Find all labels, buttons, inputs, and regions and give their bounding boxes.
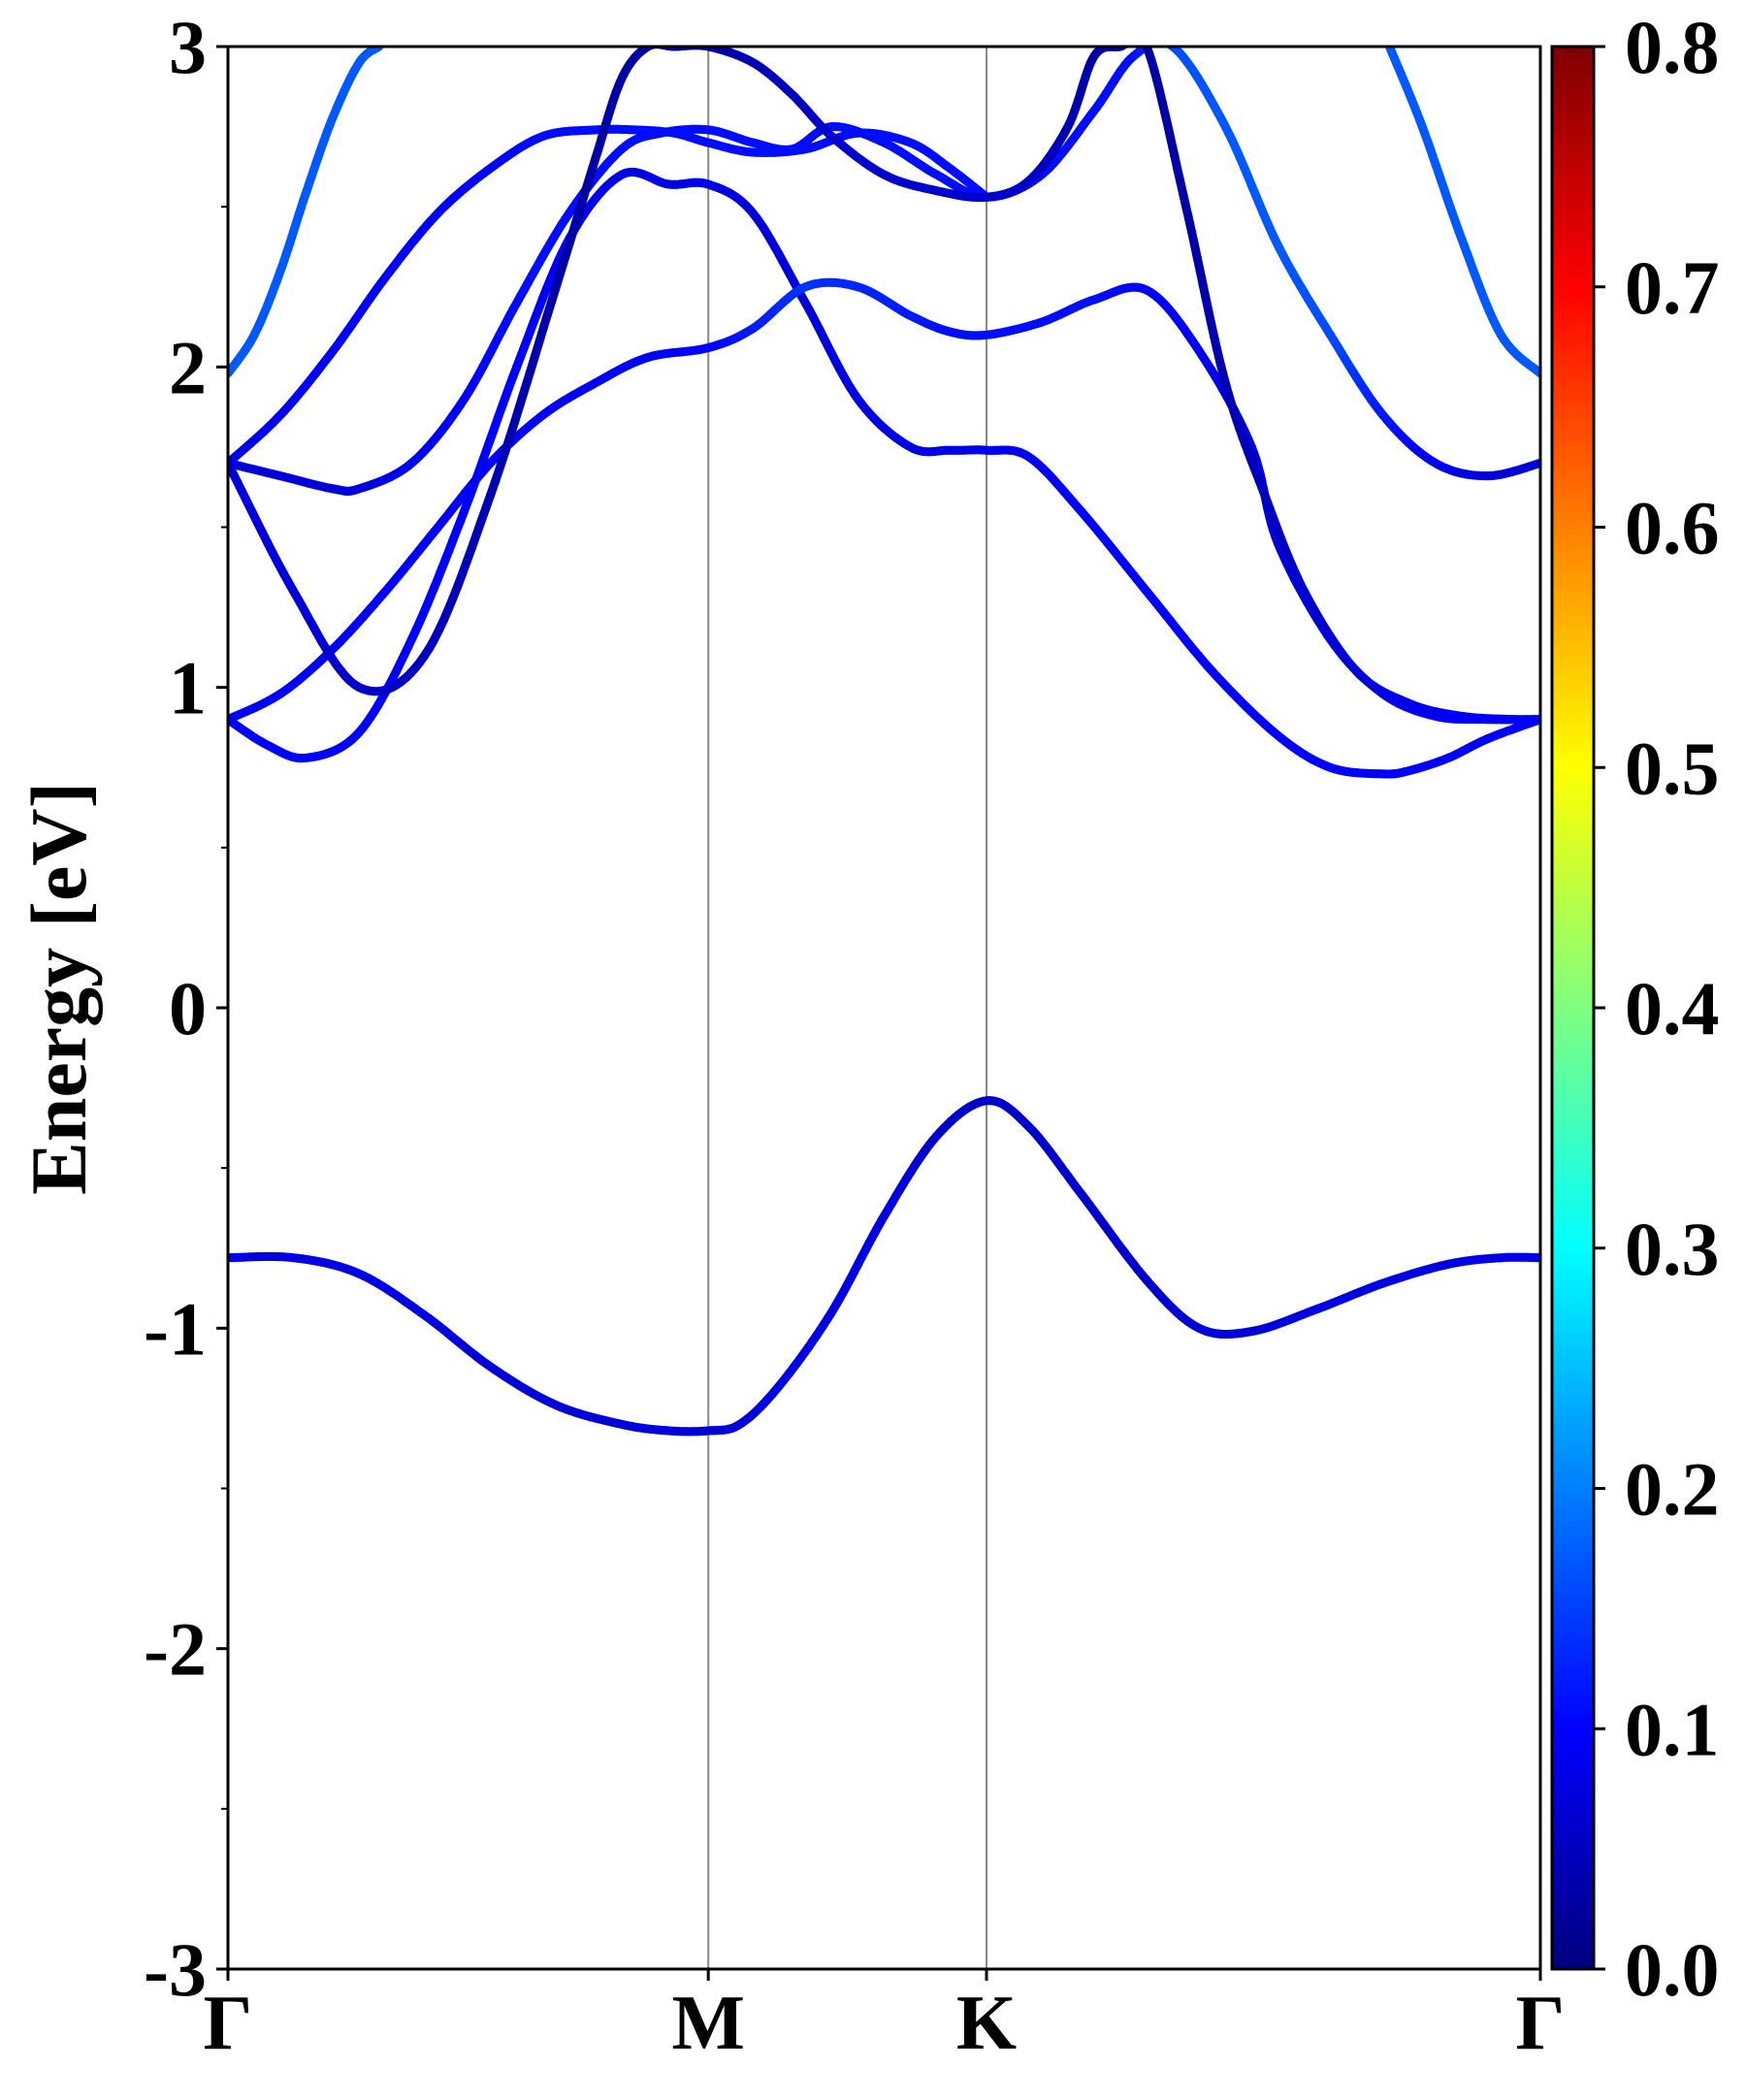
y-tick-label: 2 [169, 325, 207, 409]
band-segment [1161, 42, 1164, 43]
y-tick-label: 0 [169, 966, 207, 1050]
colorbar-gradient [1552, 47, 1594, 1969]
band-segment [1133, 35, 1135, 36]
colorbar-tick-label: 0.1 [1625, 1687, 1720, 1771]
colorbar-tick-label: 0.2 [1625, 1447, 1720, 1532]
band-segment [1152, 42, 1155, 43]
band-series [228, 1101, 1540, 1432]
band-segment [1135, 34, 1137, 35]
colorbar-tick-label: 0.4 [1625, 966, 1720, 1050]
band-segment [1138, 35, 1140, 36]
band-segment [1131, 36, 1133, 38]
plot-frame [228, 47, 1540, 1969]
x-tick-label: M [671, 1981, 745, 2066]
y-tick-label: 1 [169, 646, 207, 730]
band-segment [1140, 36, 1142, 38]
y-axis: -3 -2 -1 0 1 2 3 [144, 5, 228, 2012]
band-segment [1129, 38, 1131, 40]
band-series [228, 172, 1540, 774]
y-tick-label: 3 [169, 5, 207, 89]
colorbar-tick-label: 0.8 [1625, 5, 1720, 89]
x-tick-label: K [956, 1981, 1017, 2066]
band-segment [1127, 40, 1129, 42]
band-segment [1164, 42, 1167, 43]
colorbar: 0.0 0.1 0.2 0.3 0.4 0.5 0.6 0.7 0.8 [1552, 5, 1720, 2012]
band-segment [1167, 43, 1170, 45]
band-segment [1143, 38, 1145, 42]
band-segment [1155, 42, 1158, 43]
band-segment [1126, 42, 1128, 44]
band-segment [1124, 43, 1126, 45]
colorbar-tick-label: 0.3 [1625, 1207, 1720, 1291]
band-segment [652, 45, 654, 46]
colorbar-tick-label: 0.0 [1625, 1927, 1720, 2012]
x-tick-label: Γ [204, 1981, 253, 2066]
colorbar-tick-label: 0.5 [1625, 726, 1720, 810]
band-segment [1149, 43, 1152, 44]
band-series [1389, 47, 1540, 373]
y-tick-label: -2 [144, 1607, 207, 1692]
colorbar-tick-label: 0.7 [1625, 245, 1720, 330]
colorbar-tick-label: 0.6 [1625, 486, 1720, 570]
y-axis-label: Energy [eV] [15, 782, 103, 1195]
y-tick-label: -1 [144, 1286, 207, 1371]
y-tick-label: -3 [144, 1927, 207, 2012]
x-tick-label: Γ [1516, 1981, 1566, 2066]
bands-layer [228, 34, 1540, 1432]
